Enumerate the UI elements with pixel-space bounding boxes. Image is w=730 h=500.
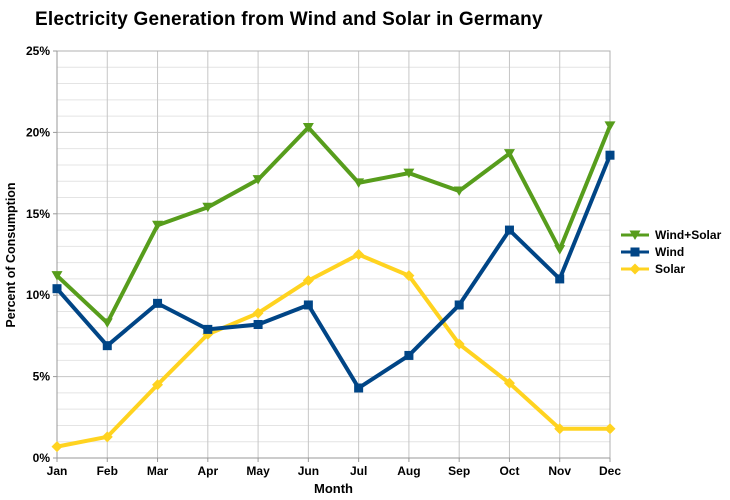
series-marker-wind-solar bbox=[403, 168, 415, 179]
series-marker-wind-solar bbox=[503, 149, 515, 159]
y-tick-label: 20% bbox=[26, 125, 50, 139]
legend-label-wind-solar: Wind+Solar bbox=[655, 228, 722, 242]
x-tick-label: Nov bbox=[548, 464, 571, 478]
series-marker-solar bbox=[302, 275, 314, 287]
solar-line-marker-icon bbox=[621, 263, 649, 275]
series-line-wind-solar bbox=[55, 124, 612, 327]
series-marker-wind-solar bbox=[353, 178, 365, 188]
series-marker-wind-solar bbox=[202, 202, 214, 213]
series-marker-wind-solar bbox=[302, 123, 314, 133]
series-marker-solar bbox=[604, 423, 616, 435]
y-tick-label: 0% bbox=[33, 451, 51, 465]
series-marker-solar bbox=[453, 338, 465, 350]
x-tick-label: Feb bbox=[97, 464, 118, 478]
series-marker-wind bbox=[504, 225, 514, 235]
x-tick-label: Dec bbox=[599, 464, 621, 478]
x-tick-label: Aug bbox=[397, 464, 420, 478]
x-axis-title: Month bbox=[314, 481, 353, 496]
series-marker-wind bbox=[454, 300, 464, 310]
series-marker-wind bbox=[153, 298, 163, 308]
series-marker-wind-solar bbox=[604, 121, 616, 131]
legend-marker-solar bbox=[629, 263, 641, 275]
series-marker-solar bbox=[252, 307, 264, 319]
series-marker-solar bbox=[51, 441, 63, 453]
series-marker-wind bbox=[102, 341, 112, 351]
series-line-wind bbox=[55, 154, 612, 391]
series-marker-wind bbox=[605, 150, 615, 160]
legend-label-wind: Wind bbox=[655, 245, 685, 259]
series-marker-solar bbox=[554, 423, 566, 435]
series-marker-wind bbox=[555, 274, 565, 284]
legend-item-wind: Wind bbox=[620, 245, 721, 259]
series-marker-wind bbox=[52, 284, 62, 294]
x-tick-label: Oct bbox=[499, 464, 519, 478]
legend-item-solar: Solar bbox=[620, 262, 721, 276]
x-tick-label: Sep bbox=[448, 464, 470, 478]
series-marker-solar bbox=[503, 377, 515, 389]
series-line-solar bbox=[56, 252, 610, 449]
wind-line-marker-icon bbox=[621, 247, 649, 257]
series-marker-solar bbox=[152, 379, 164, 391]
legend-marker-wind-solar bbox=[629, 230, 641, 240]
legend: Wind+Solar Wind Solar bbox=[620, 228, 721, 276]
series-marker-wind-solar bbox=[453, 186, 465, 197]
legend-marker-wind bbox=[630, 247, 640, 257]
y-tick-label: 10% bbox=[26, 288, 50, 302]
series-marker-solar bbox=[353, 249, 365, 260]
series-marker-wind-solar bbox=[252, 175, 264, 185]
y-tick-label: 25% bbox=[26, 44, 50, 58]
legend-item-wind-solar: Wind+Solar bbox=[620, 228, 721, 242]
x-tick-label: May bbox=[246, 464, 270, 478]
x-tick-label: Apr bbox=[197, 464, 218, 478]
series-marker-wind bbox=[354, 383, 364, 393]
series-marker-wind-solar bbox=[152, 220, 164, 231]
series-marker-wind-solar bbox=[554, 245, 566, 255]
chart-title: Electricity Generation from Wind and Sol… bbox=[35, 9, 543, 30]
legend-label-solar: Solar bbox=[655, 262, 686, 276]
y-tick-label: 15% bbox=[26, 207, 50, 221]
series-marker-wind bbox=[253, 320, 263, 330]
series-marker-wind bbox=[303, 300, 313, 310]
x-tick-label: Jun bbox=[298, 464, 319, 478]
x-tick-label: Mar bbox=[147, 464, 169, 478]
x-tick-label: Jul bbox=[350, 464, 367, 478]
series-marker-wind-solar bbox=[101, 318, 113, 328]
series-marker-wind-solar bbox=[51, 271, 63, 281]
series-marker-wind bbox=[203, 324, 213, 334]
wind-solar-line-marker-icon bbox=[621, 230, 649, 240]
series-marker-solar bbox=[101, 431, 113, 443]
y-tick-label: 5% bbox=[33, 370, 51, 384]
series-marker-solar bbox=[403, 270, 415, 282]
x-tick-label: Jan bbox=[47, 464, 68, 478]
series-marker-wind bbox=[404, 350, 414, 360]
